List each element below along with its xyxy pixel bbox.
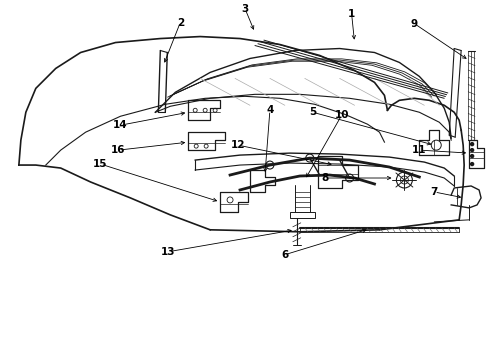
Circle shape <box>470 154 474 158</box>
Text: 11: 11 <box>412 145 427 155</box>
Text: 14: 14 <box>113 120 128 130</box>
Circle shape <box>470 163 474 166</box>
Circle shape <box>470 149 474 152</box>
Polygon shape <box>290 212 315 218</box>
Text: 16: 16 <box>111 145 126 155</box>
Text: 8: 8 <box>321 173 328 183</box>
Text: 6: 6 <box>281 250 289 260</box>
Text: 12: 12 <box>231 140 245 150</box>
Text: 15: 15 <box>93 159 108 169</box>
Text: 5: 5 <box>309 107 317 117</box>
Text: 9: 9 <box>411 19 418 28</box>
Text: 3: 3 <box>242 4 248 14</box>
Text: 4: 4 <box>266 105 273 115</box>
Circle shape <box>470 143 474 146</box>
Text: 1: 1 <box>348 9 355 19</box>
Text: 10: 10 <box>334 110 349 120</box>
Text: 7: 7 <box>431 187 438 197</box>
Text: 2: 2 <box>176 18 184 28</box>
Text: 13: 13 <box>161 247 175 257</box>
